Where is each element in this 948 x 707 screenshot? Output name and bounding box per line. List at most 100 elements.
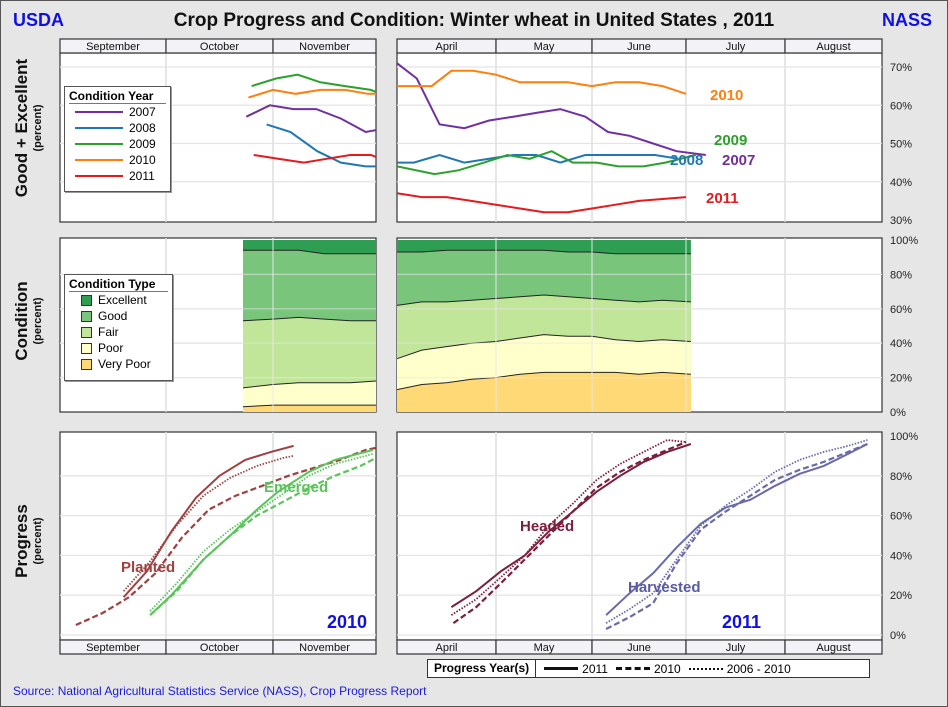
legend-condition-type: Condition Type Excellent Good Fair Poor Very… xyxy=(64,274,173,381)
legend-item: 2009 xyxy=(65,136,170,152)
series-line-2011 xyxy=(253,154,376,164)
progress-annotation: Harvested xyxy=(628,579,701,596)
area-boundary-very-poor xyxy=(396,371,691,391)
month-label: April xyxy=(435,41,457,53)
legend-item: Fair xyxy=(65,324,172,340)
legend-swatch-line xyxy=(75,159,123,161)
area-boundary-fair xyxy=(396,294,691,306)
legend-swatch xyxy=(81,326,92,338)
y-tick-label: 40% xyxy=(890,177,912,189)
source-note: Source: National Agricultural Statistics… xyxy=(13,684,427,698)
month-label: September xyxy=(86,642,140,654)
y-tick-label: 60% xyxy=(890,304,912,316)
legend-swatch-line xyxy=(544,667,579,670)
legend-title: Condition Type xyxy=(69,275,168,292)
month-axis-cell xyxy=(272,38,377,54)
legend-item: 2010 xyxy=(615,661,681,676)
y-tick-label: 60% xyxy=(890,511,912,523)
y-tick-label: 30% xyxy=(890,215,912,227)
progress-line xyxy=(75,446,377,627)
legend-item: Poor xyxy=(65,340,172,356)
legend-item: 2011 xyxy=(544,662,608,676)
legend-swatch-line xyxy=(75,111,123,113)
y-tick-label: 0% xyxy=(890,630,906,642)
y-tick-label: 0% xyxy=(890,407,906,419)
legend-item: 2011 xyxy=(65,168,170,184)
progress-annotation: 2010 xyxy=(327,612,367,632)
series-line-2007 xyxy=(397,62,706,156)
progress-line xyxy=(149,453,374,612)
legend-label: Fair xyxy=(98,325,119,339)
progress-line xyxy=(452,440,687,625)
series-line-2011 xyxy=(397,192,687,214)
legend-title: Progress Year(s) xyxy=(428,660,537,677)
progress-line xyxy=(122,444,294,598)
legend-label: 2008 xyxy=(129,121,156,135)
y-tick-label: 100% xyxy=(890,431,918,443)
y-tick-label: 70% xyxy=(890,62,912,74)
progress-line xyxy=(605,443,868,616)
month-label: August xyxy=(816,41,850,53)
legend-swatch xyxy=(81,358,92,370)
series-annotation: 2009 xyxy=(714,132,747,149)
series-line-2007 xyxy=(245,104,376,134)
month-axis-cell xyxy=(784,38,883,54)
series-line-2010 xyxy=(248,88,376,99)
legend-label: 2010 xyxy=(129,153,156,167)
legend-item: 2007 xyxy=(65,104,170,120)
month-label: September xyxy=(86,41,140,53)
series-line-2009 xyxy=(251,73,376,93)
series-annotation: 2007 xyxy=(722,152,755,169)
legend-condition-year: Condition Year 2007 2008 2009 2010 2011 xyxy=(64,86,171,192)
progress-annotation: Emerged xyxy=(264,479,328,496)
legend-swatch-line xyxy=(688,667,723,670)
series-line-2008 xyxy=(397,153,679,164)
y-tick-label: 40% xyxy=(890,550,912,562)
legend-item: Good xyxy=(65,308,172,324)
y-tick-label: 40% xyxy=(890,338,912,350)
month-label: August xyxy=(816,642,850,654)
legend-swatch xyxy=(81,294,92,306)
month-label: May xyxy=(534,642,555,654)
progress-annotation: Headed xyxy=(520,518,574,535)
legend-swatch-line xyxy=(75,175,123,177)
legend-label: 2010 xyxy=(653,661,681,676)
legend-swatch-line xyxy=(75,143,123,145)
legend-title: Condition Year xyxy=(69,87,166,104)
legend-item: 2006 - 2010 xyxy=(688,662,791,676)
legend-item: 2010 xyxy=(65,152,170,168)
progress-line xyxy=(605,442,868,630)
month-label: July xyxy=(726,642,746,654)
legend-item: 2008 xyxy=(65,120,170,136)
series-line-2009 xyxy=(397,150,697,176)
nass-logo-text: NASS xyxy=(881,10,932,30)
month-axis-cell xyxy=(272,639,377,655)
month-label: June xyxy=(627,642,651,654)
month-label: November xyxy=(299,642,350,654)
progress-line xyxy=(149,448,374,616)
series-annotation: 2010 xyxy=(710,87,743,104)
legend-label: Excellent xyxy=(98,293,147,307)
y-tick-label: 100% xyxy=(890,235,918,247)
month-label: July xyxy=(726,41,746,53)
usda-logo-text: USDA xyxy=(13,10,65,30)
month-label: April xyxy=(435,642,457,654)
chart-title: Crop Progress and Condition: Winter whea… xyxy=(173,10,775,31)
legend-label: 2007 xyxy=(129,105,156,119)
legend-swatch xyxy=(81,342,92,354)
legend-swatch-line xyxy=(615,667,650,670)
y-tick-label: 60% xyxy=(890,100,912,112)
month-label: October xyxy=(200,41,239,53)
y-tick-label: 50% xyxy=(890,139,912,151)
area-boundary-good xyxy=(243,249,376,255)
legend-item: Very Poor xyxy=(65,356,172,372)
series-line-2008 xyxy=(266,123,376,168)
progress-annotation: 2011 xyxy=(722,612,761,632)
panel-background xyxy=(396,52,883,223)
legend-label: Very Poor xyxy=(98,357,151,371)
area-very-poor xyxy=(243,405,376,412)
area-boundary-poor xyxy=(242,380,377,389)
y-tick-label: 80% xyxy=(890,269,912,281)
progress-annotation: Planted xyxy=(121,559,175,576)
